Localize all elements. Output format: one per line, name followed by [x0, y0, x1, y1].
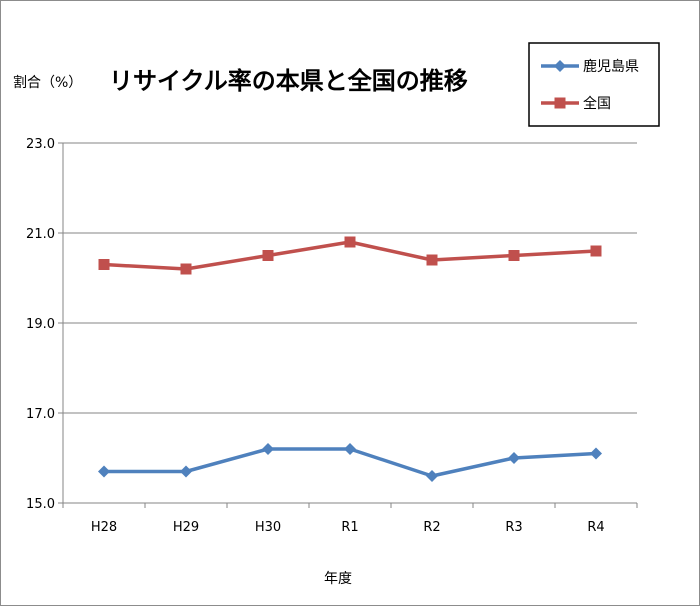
- data-point-diamond: [426, 470, 438, 482]
- data-point-square: [98, 259, 110, 270]
- data-point-diamond: [180, 465, 192, 478]
- series-1: [98, 443, 602, 482]
- data-point-square: [508, 250, 520, 261]
- tick-labels: 15.0 17.0 19.0 21.0 23.0 H28 H29 H30 R1 R2 R3 R4: [26, 137, 605, 535]
- y-tick-label: 23.0: [26, 137, 55, 152]
- x-tick-label: H29: [173, 520, 199, 535]
- x-axis-title: 年度: [324, 571, 352, 587]
- y-tick-label: 17.0: [26, 407, 55, 422]
- legend-label: 鹿児島県: [583, 58, 639, 75]
- x-tick-label: R2: [423, 520, 440, 535]
- data-point-square: [344, 236, 356, 248]
- data-point-square: [180, 263, 192, 275]
- legend-label: 全国: [583, 95, 611, 112]
- chart-title: リサイクル率の本県と全国の推移: [109, 67, 468, 95]
- data-point-diamond: [98, 465, 110, 478]
- data-point-square: [262, 250, 274, 261]
- data-point-diamond: [262, 443, 274, 455]
- gridlines: [63, 142, 637, 414]
- legend-box: [528, 42, 660, 127]
- data-point-diamond: [554, 60, 566, 72]
- y-axis-title: 割合（%）: [13, 74, 82, 91]
- y-tick-label: 15.0: [26, 497, 55, 512]
- y-tick-label: 21.0: [26, 227, 55, 242]
- series-2: [98, 236, 602, 275]
- data-point-square: [554, 97, 566, 109]
- legend-item-1: 鹿児島県: [541, 58, 639, 75]
- x-tick-label: R4: [587, 520, 604, 535]
- data-point-square: [426, 254, 438, 266]
- data-point-diamond: [508, 452, 520, 464]
- legend-item-2: 全国: [541, 95, 611, 112]
- data-point-diamond: [590, 447, 602, 460]
- x-tick-label: H30: [255, 520, 281, 535]
- data-point-square: [590, 245, 602, 257]
- x-tick-label: R1: [341, 520, 358, 535]
- x-tick-label: R3: [505, 520, 522, 535]
- data-point-diamond: [344, 443, 356, 455]
- y-tick-label: 19.0: [26, 317, 55, 332]
- axes: [58, 142, 638, 508]
- series: [98, 236, 602, 482]
- x-tick-label: H28: [91, 520, 117, 535]
